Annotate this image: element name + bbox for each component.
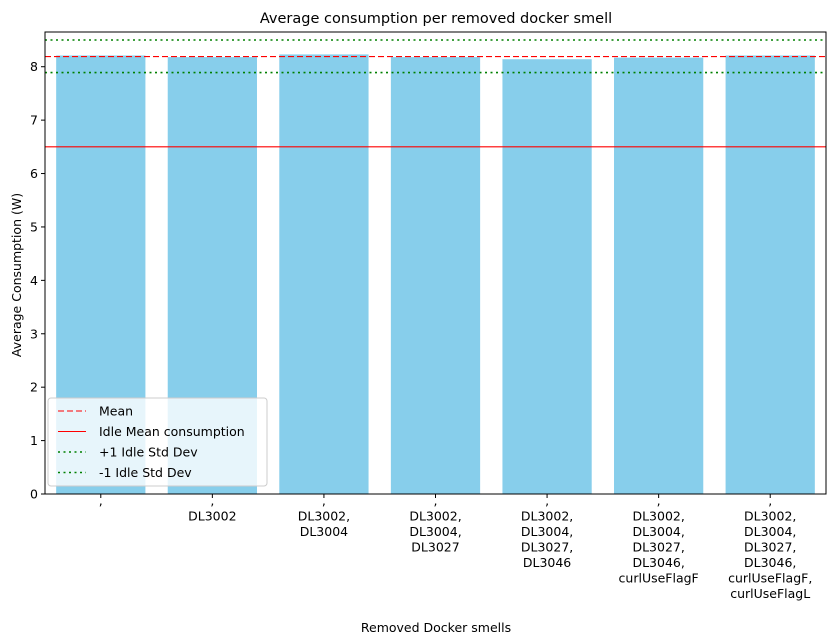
legend-label: Idle Mean consumption xyxy=(99,424,245,439)
x-tick-label: , DL3002, DL3004, DL3027 xyxy=(409,493,461,555)
y-tick-label: 1 xyxy=(30,433,38,448)
y-ticks-group: 0 1 2 3 4 5 6 7 8 xyxy=(30,59,45,502)
y-tick-label: 3 xyxy=(30,326,38,341)
y-tick-label: 5 xyxy=(30,219,38,234)
chart-title: Average consumption per removed docker s… xyxy=(260,11,612,27)
bar xyxy=(390,57,481,494)
x-ticks-group: , , DL3002 , DL3002, DL3004 , DL3002, DL3004, DL3… xyxy=(99,493,813,601)
legend-box xyxy=(47,397,268,487)
x-tick-label: , DL3002, DL3004, DL3027, DL3046, curlUseFlag… xyxy=(619,493,699,586)
legend-label: Mean xyxy=(99,404,133,419)
bar xyxy=(502,59,592,494)
x-tick-label: , xyxy=(99,493,103,508)
bar xyxy=(725,55,815,494)
y-axis-label: Average Consumption (W) xyxy=(9,193,24,357)
legend-label: +1 Idle Std Dev xyxy=(99,445,198,460)
bar xyxy=(279,54,369,494)
y-tick-label: 4 xyxy=(30,273,38,288)
y-tick-label: 6 xyxy=(30,166,38,181)
bars-group xyxy=(56,54,815,494)
y-tick-label: 7 xyxy=(30,113,38,128)
reference-lines-group xyxy=(45,39,826,148)
x-tick-label: , DL3002, DL3004, DL3027, DL3046, curlUseFlag… xyxy=(728,493,812,601)
legend-label: -1 Idle Std Dev xyxy=(99,465,192,480)
x-tick-label: , DL3002, DL3004 xyxy=(298,493,350,539)
legend: Mean Idle Mean consumption +1 Idle Std Dev… xyxy=(47,397,268,487)
y-tick-label: 8 xyxy=(30,59,38,74)
y-tick-label: 0 xyxy=(30,487,38,502)
bar xyxy=(614,57,704,494)
x-tick-label: , DL3002, DL3004, DL3027, DL3046 xyxy=(521,493,573,570)
y-tick-label: 2 xyxy=(30,380,38,395)
x-axis-label: Removed Docker smells xyxy=(361,620,511,635)
x-tick-label: , DL3002 xyxy=(188,493,236,524)
